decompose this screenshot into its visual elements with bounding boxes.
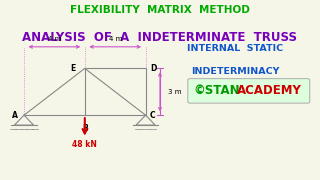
Text: ACADEMY: ACADEMY — [237, 84, 302, 97]
Text: A: A — [12, 111, 18, 120]
FancyBboxPatch shape — [188, 79, 310, 103]
Text: INDETERMINACY: INDETERMINACY — [191, 68, 279, 76]
Text: 3 m: 3 m — [168, 89, 181, 95]
Text: FLEXIBILITY  MATRIX  METHOD: FLEXIBILITY MATRIX METHOD — [70, 5, 250, 15]
Text: INTERNAL  STATIC: INTERNAL STATIC — [187, 44, 283, 53]
Text: B: B — [82, 124, 88, 133]
Text: ANALYSIS  OF  A  INDETERMINATE  TRUSS: ANALYSIS OF A INDETERMINATE TRUSS — [22, 31, 298, 44]
Text: 48 kN: 48 kN — [72, 140, 97, 149]
Text: E: E — [70, 64, 75, 73]
Text: ©STAN: ©STAN — [194, 84, 240, 97]
Text: C: C — [150, 111, 156, 120]
Text: 4 m: 4 m — [108, 36, 122, 42]
Text: D: D — [150, 64, 157, 73]
Text: 4 m: 4 m — [48, 36, 61, 42]
